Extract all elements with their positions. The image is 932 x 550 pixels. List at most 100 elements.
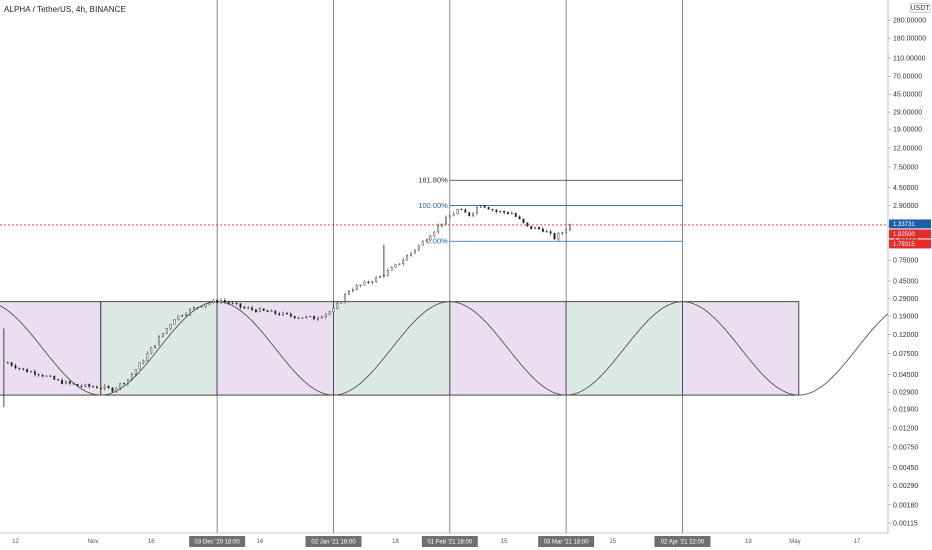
price-tick-label: 0.12000	[893, 332, 918, 339]
candle-body	[243, 306, 246, 309]
price-tag-label-1: 1.33731	[893, 222, 915, 228]
candle-body	[165, 327, 168, 334]
price-tag-label-3: 1.79315	[893, 242, 915, 248]
candle-body	[359, 284, 362, 286]
candle-body	[429, 235, 432, 241]
candle-body	[344, 293, 347, 302]
candle-body	[80, 385, 83, 387]
candle-body	[84, 384, 87, 387]
candle-body	[92, 386, 94, 388]
candle-body	[239, 303, 242, 308]
price-tick-label: 0.45000	[893, 278, 918, 285]
price-tick-label: 4.50000	[893, 185, 918, 192]
price-tick-label: 0.29000	[893, 296, 918, 303]
time-highlight-label-4: 03 Mar '21 18:00	[544, 540, 590, 546]
candle-body	[394, 264, 397, 268]
candle-body	[557, 233, 560, 240]
candle-body	[410, 252, 412, 256]
candle-body	[545, 231, 548, 233]
candle-body	[177, 315, 180, 320]
candle-body	[351, 289, 354, 292]
candle-body	[534, 227, 537, 229]
candle-body	[355, 285, 358, 291]
price-tick-label: 0.04500	[893, 372, 918, 379]
candle-body	[437, 225, 440, 233]
candle-body	[185, 313, 188, 316]
candle-body	[421, 240, 424, 246]
fib-level-label-3: 0.00%	[427, 237, 449, 246]
candle-body	[154, 344, 157, 348]
time-axis[interactable]: 12 Nov 16 14 18 15 15 19 May 17 03 Dec '20 18:00 02…	[0, 532, 888, 547]
price-tick-label: 0.19000	[893, 313, 918, 320]
currency-label: USDT	[910, 5, 930, 12]
price-tick-label: 0.00290	[893, 483, 918, 490]
candle-body	[363, 281, 366, 286]
candle-body	[130, 374, 133, 380]
candle-body	[200, 306, 203, 308]
cycle-vertical-lines	[216, 0, 683, 533]
fibonacci-layer: 161.80% 100.00% 0.00%	[418, 176, 683, 246]
sine-wave-layer	[0, 301, 889, 396]
price-tag-3	[889, 239, 931, 249]
candle-body	[464, 209, 467, 213]
candle-body	[41, 374, 44, 377]
price-tick-label: 0.75000	[893, 258, 918, 265]
fib-level-label-1: 161.80%	[418, 176, 448, 185]
candle-body	[417, 244, 420, 251]
candle-body	[445, 217, 447, 225]
candle-body	[33, 371, 36, 375]
candle-body	[61, 379, 63, 385]
time-highlight-box-3	[421, 536, 478, 547]
time-tick-label: 17	[854, 539, 861, 545]
candle-body	[448, 215, 451, 218]
candle-body	[57, 379, 60, 381]
candle-body	[111, 387, 114, 392]
candle-body	[499, 210, 502, 212]
candle-body	[495, 209, 498, 212]
candle-body	[518, 216, 521, 220]
candle-body	[37, 374, 40, 376]
candle-body	[309, 315, 312, 317]
symbol-title: ALPHA / TetherUS, 4h, BINANCE	[4, 5, 126, 14]
candle-body	[301, 317, 304, 319]
time-tick-label: 16	[148, 539, 155, 545]
candle-body	[224, 300, 226, 302]
candle-body	[468, 212, 471, 217]
price-tick-label: 0.02900	[893, 390, 918, 397]
candle-body	[227, 301, 230, 304]
candle-body	[406, 255, 409, 261]
price-tick-label: 0.00180	[893, 502, 918, 509]
price-tick-label: 0.00450	[893, 465, 918, 472]
candle-body	[332, 308, 335, 312]
candle-body	[526, 222, 529, 227]
candle-body	[530, 225, 533, 229]
candle-body	[14, 365, 17, 369]
price-axis-bg	[888, 0, 932, 550]
candle-body	[456, 209, 459, 215]
candle-body	[212, 299, 215, 303]
candle-body	[479, 205, 482, 208]
candle-body	[266, 310, 269, 312]
candle-body	[123, 383, 125, 385]
candle-body	[286, 312, 288, 315]
price-axis[interactable]: 280.00000 180.00000 110.00000 70.00000 45.00…	[887, 0, 932, 550]
time-highlight-label-3: 01 Feb '21 18:00	[427, 540, 473, 546]
candle-body	[510, 213, 513, 215]
candle-body	[274, 310, 277, 314]
currency-label-box	[909, 3, 931, 13]
candle-body	[68, 381, 71, 384]
price-tick-label: 0.07500	[893, 351, 918, 358]
candle-body	[348, 290, 350, 295]
candle-body	[278, 313, 281, 316]
candle-body	[293, 316, 296, 319]
price-tick-label: 0.01200	[893, 425, 918, 432]
price-tag-1	[889, 219, 931, 229]
time-highlight-label-5: 02 Apr '21 22:00	[661, 540, 705, 546]
time-tick-label: May	[789, 539, 800, 545]
price-tag-2	[889, 229, 931, 239]
price-tick-label: 0.00750	[893, 444, 918, 451]
candle-body	[386, 270, 389, 276]
candle-body	[150, 347, 153, 354]
candle-body	[196, 307, 199, 309]
